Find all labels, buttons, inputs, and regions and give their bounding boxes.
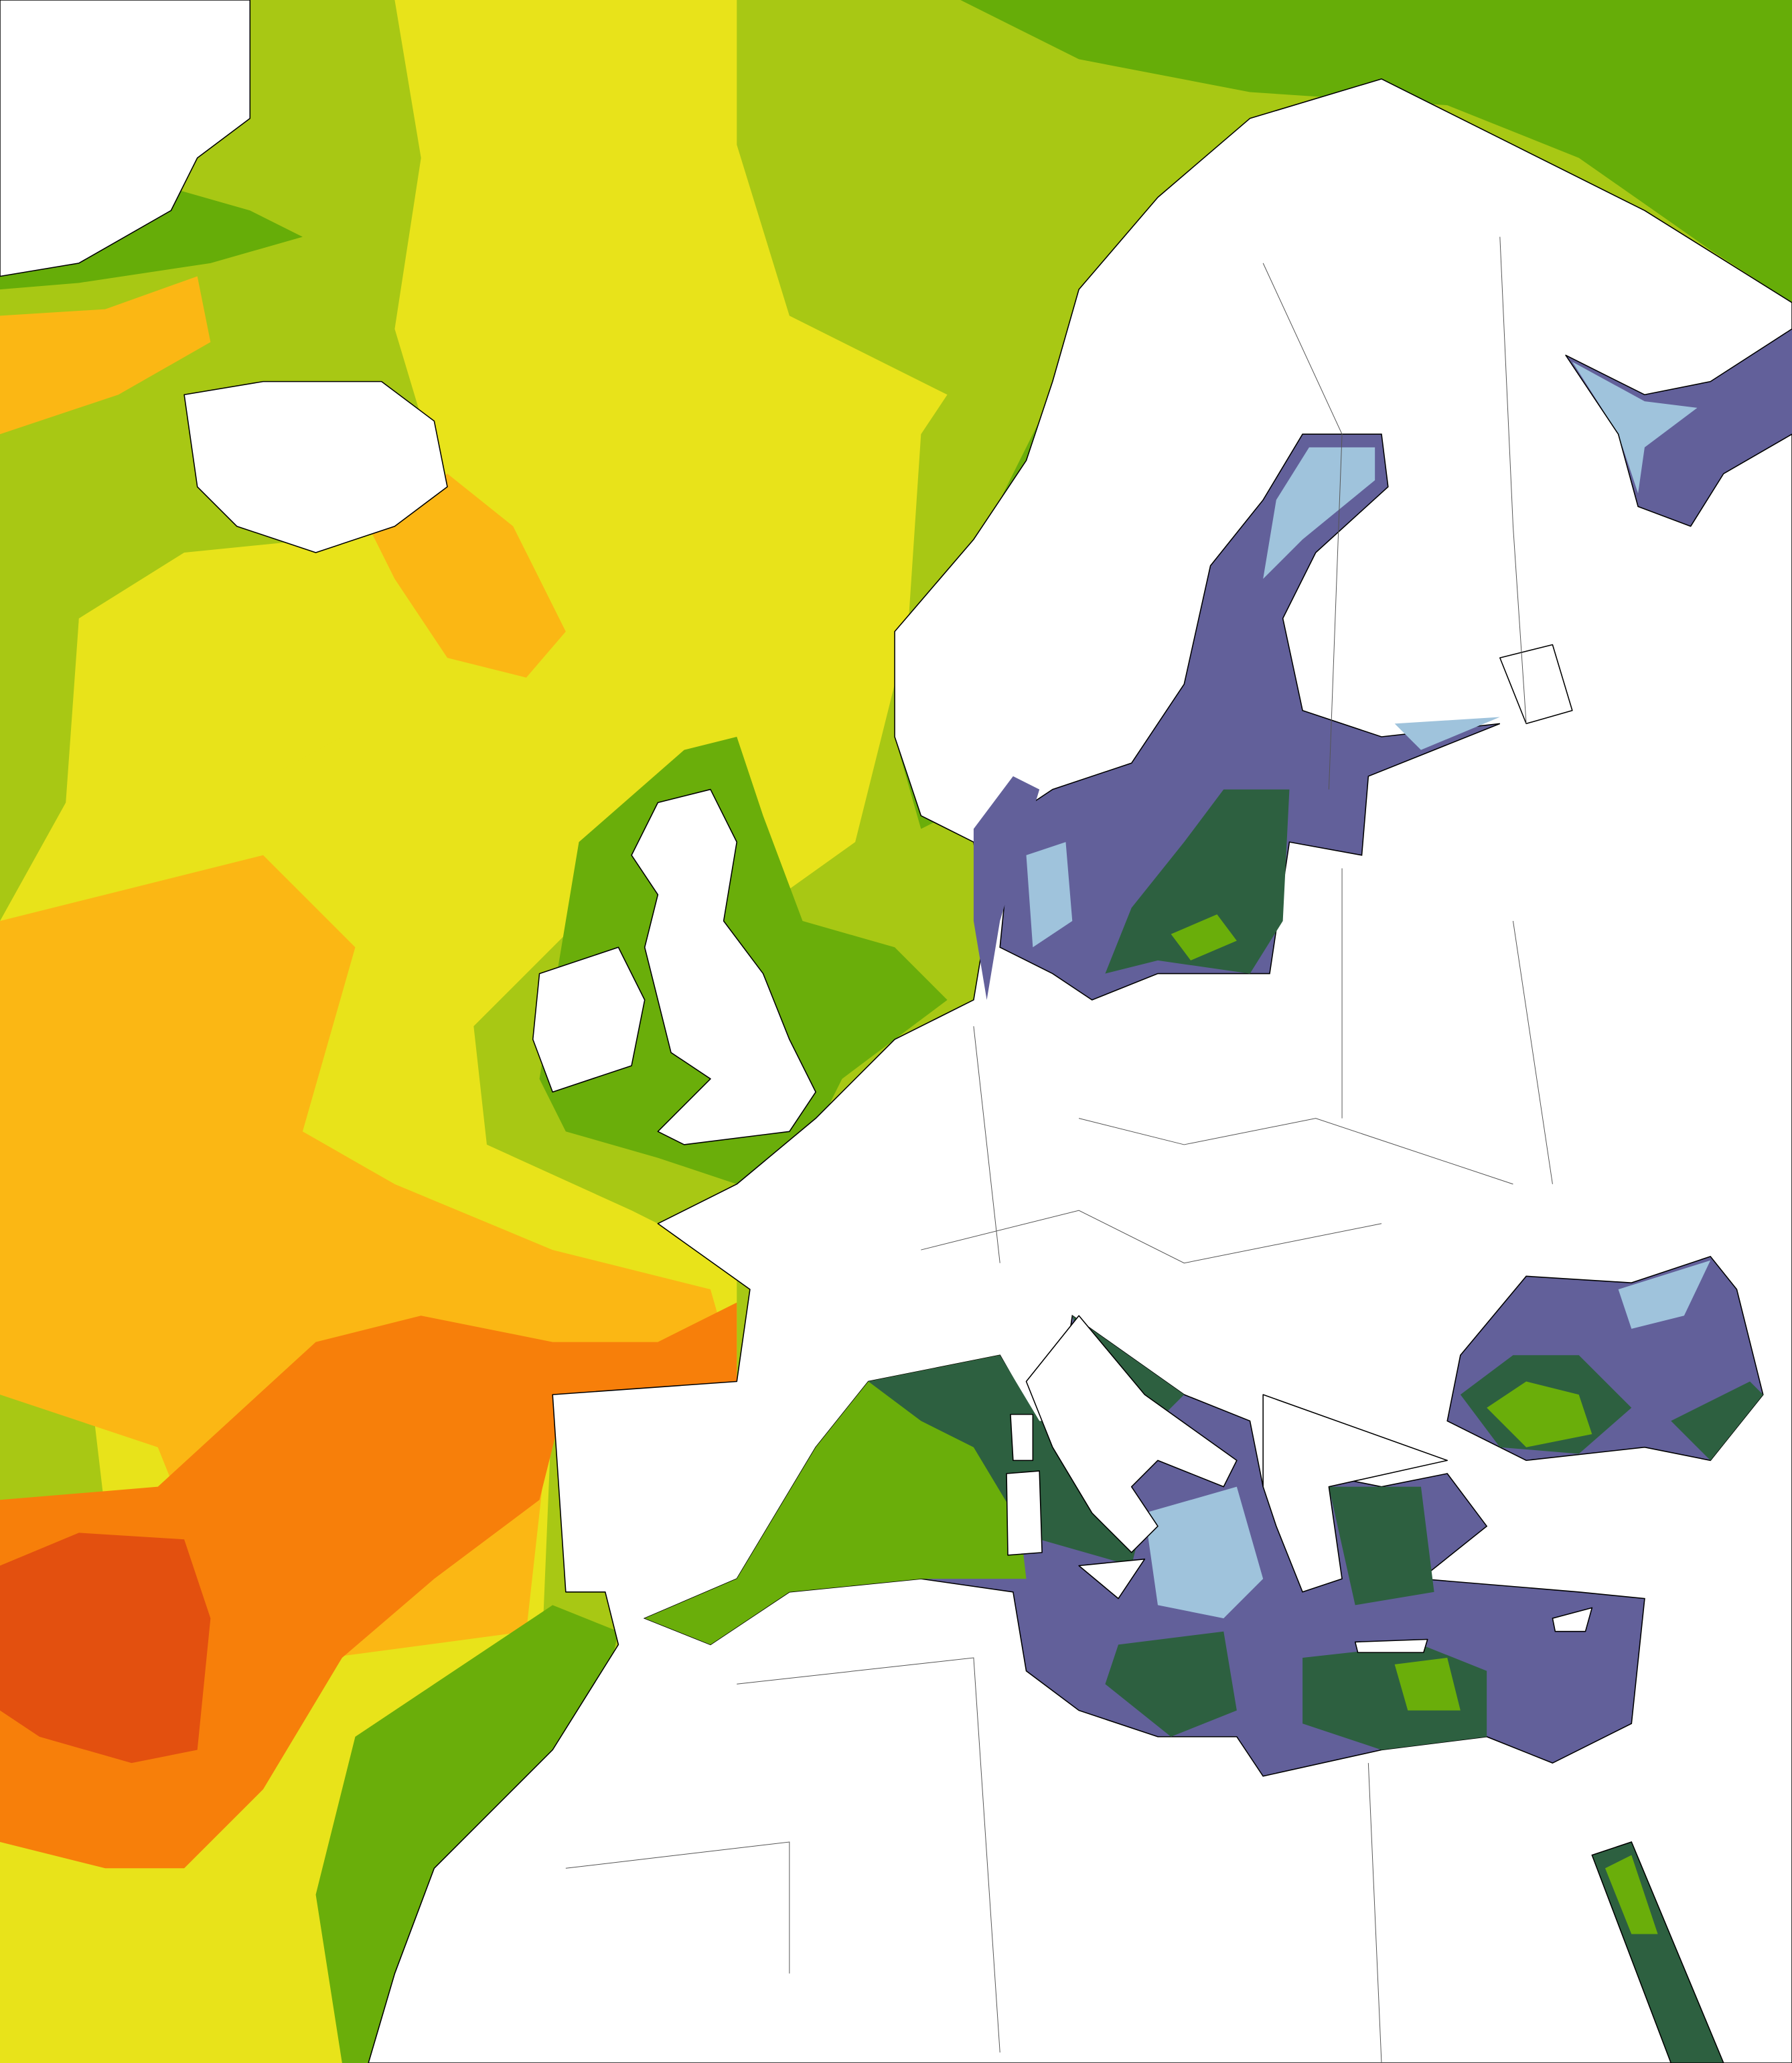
sea-zone — [0, 276, 211, 435]
sea-zone — [1144, 1486, 1264, 1619]
sea-zone — [1171, 914, 1237, 961]
sea-zone — [1394, 717, 1500, 750]
land — [1010, 1413, 1034, 1462]
sea-zone — [1026, 842, 1073, 948]
sea-zone — [1572, 362, 1698, 494]
land — [1552, 1607, 1593, 1632]
land — [631, 788, 816, 1145]
sea-zone — [1605, 1855, 1658, 1934]
land — [1354, 1638, 1428, 1653]
sea-zone — [1105, 1631, 1237, 1737]
sea-zone — [1394, 1658, 1461, 1711]
border — [565, 236, 1553, 2063]
sea-zone — [644, 1355, 1027, 1645]
sea-zone — [999, 433, 1501, 1001]
land — [1025, 1315, 1238, 1553]
sea-zone — [0, 1533, 211, 1764]
land — [0, 0, 251, 277]
sea-zone — [1105, 789, 1290, 974]
sea-zone — [973, 776, 1040, 1000]
land — [1078, 1558, 1146, 1599]
sea-zone — [1487, 1381, 1592, 1447]
sea-zone — [1618, 1260, 1711, 1329]
sea-zone — [868, 1355, 1040, 1513]
sea-zone — [1671, 1381, 1763, 1461]
sea-zone — [368, 474, 566, 678]
land — [1262, 1394, 1448, 1593]
sea-zone — [0, 855, 737, 1658]
land — [1006, 1470, 1043, 1556]
lake — [1499, 644, 1573, 725]
sea-zone — [1566, 329, 1792, 526]
sea-zone — [1263, 447, 1375, 579]
sea-zone — [315, 1605, 619, 2063]
sea-zone — [1329, 1486, 1434, 1606]
sea-zone — [960, 0, 1792, 303]
sea-zone — [66, 579, 435, 843]
land — [532, 946, 646, 1093]
land — [183, 380, 448, 553]
